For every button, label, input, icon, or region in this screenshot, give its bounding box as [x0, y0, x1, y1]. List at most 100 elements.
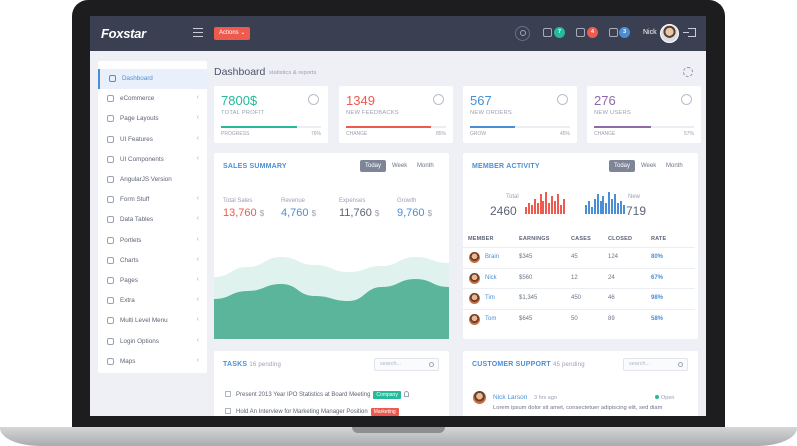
- sidebar-item-portlets[interactable]: Portlets ‹: [98, 231, 207, 251]
- member-name[interactable]: Tom: [485, 315, 497, 322]
- stat-percent: 85%: [435, 131, 446, 137]
- sidebar-item-label: Portlets: [120, 236, 142, 244]
- bar: [551, 196, 554, 214]
- task-tag: Company: [373, 391, 401, 399]
- table-row[interactable]: Nick $560 12 24 67%: [463, 267, 695, 288]
- table-row[interactable]: Tom $645 50 89 58%: [463, 308, 695, 329]
- sidebar-item-data-tables[interactable]: Data Tables ‹: [98, 210, 207, 230]
- progress-track: [346, 126, 446, 128]
- calendar-icon[interactable]: [609, 28, 618, 37]
- member-name[interactable]: Brain: [485, 254, 500, 260]
- sidebar-item-pages[interactable]: Pages ‹: [98, 271, 207, 291]
- actions-button[interactable]: Actions ⌄: [214, 27, 251, 40]
- sidebar-item-maps[interactable]: Maps ‹: [98, 352, 207, 372]
- task-checkbox[interactable]: [225, 391, 231, 397]
- pie-icon: [308, 94, 319, 105]
- sales-tab-today[interactable]: Today: [360, 160, 387, 172]
- support-title: CUSTOMER SUPPORT: [472, 361, 551, 368]
- earnings-cell: $560: [519, 274, 533, 281]
- sidebar-item-dashboard[interactable]: Dashboard: [98, 69, 207, 89]
- page-subtitle: statistics & reports: [269, 70, 317, 76]
- diamond-icon: [107, 135, 114, 143]
- stat-card: 276 NEW USERS CHANGE 57%: [587, 86, 701, 143]
- table-row[interactable]: Brain $345 45 124 80%: [463, 247, 695, 267]
- form-icon: [107, 196, 114, 204]
- stat-label: TOTAL PROFIT: [221, 110, 265, 116]
- user-avatar[interactable]: [660, 24, 679, 43]
- stat-value: 7800$: [221, 93, 258, 108]
- sales-metric-revenue: Revenue 4,760 $: [281, 198, 316, 219]
- logout-icon[interactable]: [683, 28, 696, 37]
- bar: [527, 203, 530, 214]
- bell-icon[interactable]: [543, 28, 552, 37]
- ticket-author[interactable]: Nick Larson: [493, 394, 528, 401]
- portlet-icon: [107, 236, 114, 244]
- sidebar-item-form-stuff[interactable]: Form Stuff ‹: [98, 190, 207, 210]
- support-search-input[interactable]: search...: [623, 358, 688, 371]
- headset-icon[interactable]: [576, 28, 585, 37]
- member-tab-month[interactable]: Month: [666, 163, 683, 169]
- avatar[interactable]: [469, 313, 480, 325]
- member-tab-week[interactable]: Week: [641, 163, 657, 169]
- sidebar-item-ui-features[interactable]: UI Features ‹: [98, 130, 207, 150]
- progress-track: [221, 126, 321, 128]
- stat-value: 567: [470, 93, 492, 108]
- sidebar-item-ui-components[interactable]: UI Components ‹: [98, 150, 207, 170]
- member-name[interactable]: Nick: [485, 274, 497, 281]
- support-badge: 4: [587, 27, 598, 38]
- member-tab-today[interactable]: Today: [609, 160, 636, 172]
- rate-cell: 58%: [651, 315, 664, 322]
- avatar[interactable]: [469, 252, 480, 263]
- settings-gear-icon[interactable]: [683, 67, 693, 77]
- bar: [599, 201, 602, 214]
- sidebar-item-label: Data Tables: [120, 216, 154, 224]
- sales-summary-title: SALES SUMMARY: [223, 163, 287, 170]
- bell-icon[interactable]: [403, 391, 409, 397]
- sales-tab-month[interactable]: Month: [417, 163, 434, 169]
- customer-support-panel: CUSTOMER SUPPORT 45 pending search... Ni…: [463, 351, 698, 416]
- bar: [619, 201, 622, 214]
- col-cases: CASES: [571, 236, 591, 242]
- cases-cell: 45: [571, 254, 578, 260]
- sidebar-item-page-layouts[interactable]: Page Layouts ‹: [98, 109, 207, 129]
- sidebar-item-charts[interactable]: Charts ‹: [98, 251, 207, 271]
- menu-toggle-icon[interactable]: [193, 28, 203, 37]
- sales-tab-week[interactable]: Week: [392, 163, 408, 169]
- cart-icon: [107, 95, 114, 103]
- sidebar-item-login-options[interactable]: Login Options ‹: [98, 332, 207, 352]
- sidebar-item-angularjs-version[interactable]: AngularJS Version: [98, 170, 207, 190]
- notification-badge: 7: [554, 27, 565, 38]
- avatar[interactable]: [469, 293, 480, 304]
- brand-logo[interactable]: Foxstar: [101, 26, 146, 41]
- member-name[interactable]: Tim: [485, 295, 495, 301]
- rate-cell: 67%: [651, 274, 664, 281]
- avatar[interactable]: [469, 272, 480, 284]
- bar: [554, 201, 556, 214]
- task-checkbox[interactable]: [225, 408, 231, 414]
- tasks-title: TASKS: [223, 361, 248, 368]
- tasks-search-input[interactable]: search...: [374, 358, 439, 371]
- bar: [585, 205, 587, 214]
- sidebar-item-label: Form Stuff: [120, 196, 150, 204]
- col-rate: RATE: [651, 236, 667, 242]
- sales-metric-label: Expenses: [339, 198, 366, 204]
- task-item[interactable]: Present 2013 Year IPO Statistics at Boar…: [225, 391, 409, 399]
- chevron-left-icon: ‹: [196, 94, 199, 102]
- stat-card: 567 NEW ORDERS GROW 45%: [463, 86, 577, 143]
- search-icon[interactable]: [515, 26, 530, 41]
- ticket-status: Open: [655, 395, 674, 401]
- support-pending: 45 pending: [553, 362, 585, 368]
- sales-metric-value: 13,760: [223, 207, 257, 219]
- user-name[interactable]: Nick: [643, 29, 657, 36]
- task-item[interactable]: Hold An Interview for Marketing Manager …: [225, 408, 399, 416]
- sidebar-item-extra[interactable]: Extra ‹: [98, 291, 207, 311]
- table-row[interactable]: Tim $1,345 450 46 98%: [463, 288, 695, 308]
- progress-fill: [221, 126, 297, 128]
- page-title: Dashboard: [214, 66, 266, 78]
- sidebar-item-multi-level-menu[interactable]: Multi Level Menu ‹: [98, 311, 207, 331]
- avatar[interactable]: [473, 391, 486, 404]
- progress-track: [470, 126, 570, 128]
- col-earnings: EARNINGS: [519, 236, 550, 242]
- bar: [587, 201, 590, 214]
- sidebar-item-ecommerce[interactable]: eCommerce ‹: [98, 89, 207, 109]
